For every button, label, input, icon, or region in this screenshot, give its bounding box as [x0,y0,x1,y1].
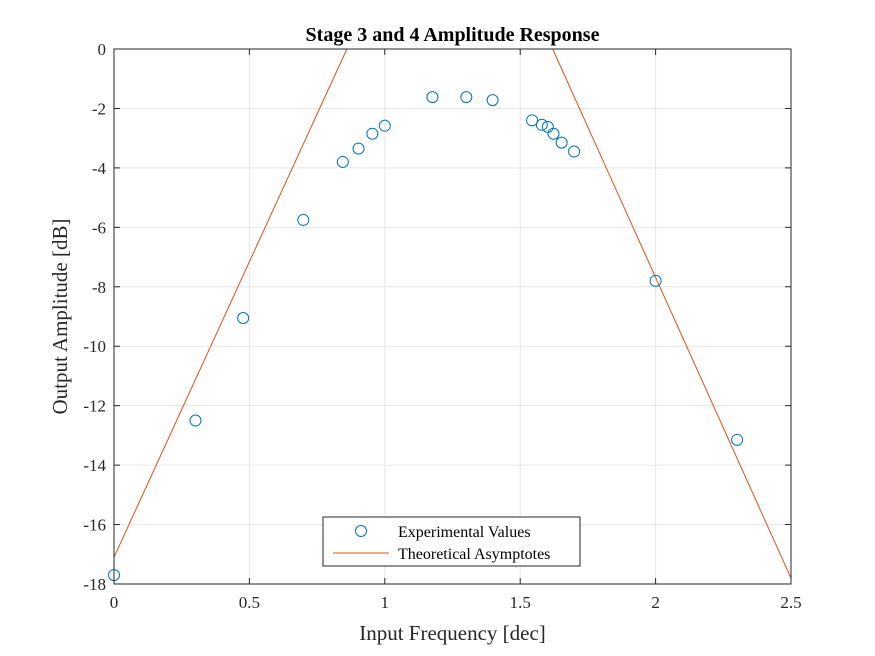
experimental-point [486,94,499,107]
experimental-point [555,136,568,149]
legend-label-experimental: Experimental Values [398,524,531,541]
y-tick-label: -18 [83,575,106,594]
y-axis-title: Output Amplitude [dB] [48,219,72,415]
experimental-point [460,91,473,104]
legend-marker-experimental [355,525,367,537]
x-tick-label: 0 [110,593,119,612]
y-tick-label: -10 [83,337,106,356]
legend-box [322,516,581,567]
ticks: 0 0.5 1 1.5 2 2.5 0 -2 -4 -6 -8 -10 -12 -14 -16 -18 [83,40,801,612]
experimental-point [535,118,548,131]
x-tick-label: 1 [381,593,390,612]
x-tick-label: 2.5 [780,593,801,612]
experimental-point [568,145,581,158]
experimental-point [297,213,310,226]
y-tick-label: -2 [92,99,106,118]
experimental-point [526,114,539,127]
y-tick-label: -8 [92,278,106,297]
y-tick-label: -14 [83,456,106,475]
legend: Experimental Values Theoretical Asymptot… [322,516,581,567]
axes-box [113,48,792,585]
experimental-point [189,414,202,427]
y-tick-label: -16 [83,516,106,535]
experimental-point [378,119,391,132]
experimental-point [352,142,365,155]
experimental-point [336,155,349,168]
experimental-point [731,433,744,446]
plot-area [114,49,791,584]
experimental-point [649,274,662,287]
y-tick-label: -12 [83,397,106,416]
experimental-point [426,91,439,104]
x-tick-label: 2 [651,593,660,612]
x-tick-label: 0.5 [239,593,260,612]
chart-title: Stage 3 and 4 Amplitude Response [306,24,600,46]
experimental-point [547,127,560,140]
legend-label-theoretical: Theoretical Asymptotes [398,546,550,563]
x-tick-label: 1.5 [510,593,531,612]
y-tick-label: -4 [92,159,107,178]
x-axis-title: Input Frequency [dec] [359,621,546,645]
y-tick-label: -6 [92,218,106,237]
y-tick-label: 0 [98,40,107,59]
experimental-point [366,127,379,140]
experimental-point [237,311,250,324]
